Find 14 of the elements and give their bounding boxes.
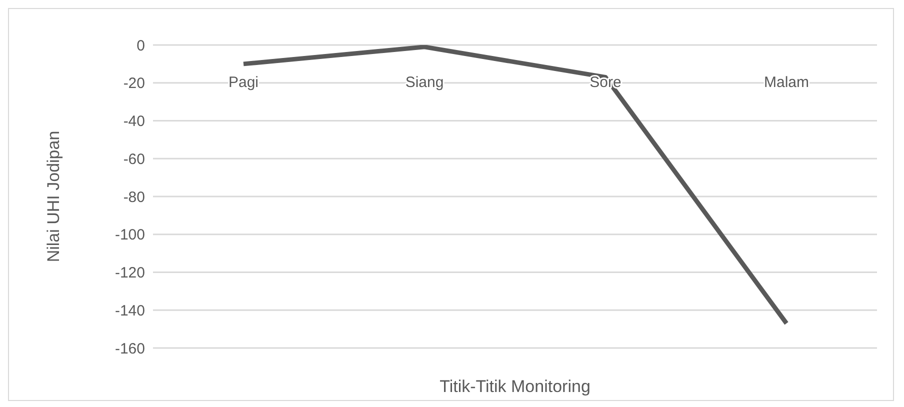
- y-tick-label: -140: [114, 302, 145, 320]
- x-tick-label: Siang: [405, 74, 444, 91]
- y-tick-label: -100: [114, 226, 145, 244]
- y-tick-label: -120: [114, 264, 145, 282]
- x-axis-title: Titik-Titik Monitoring: [440, 377, 590, 396]
- y-tick-label: -60: [123, 150, 145, 168]
- x-tick-label: Pagi: [228, 74, 259, 91]
- y-tick-label: -80: [123, 188, 145, 206]
- y-tick-label: -160: [114, 340, 145, 358]
- y-tick-label: 0: [136, 37, 145, 54]
- y-tick-label: -40: [123, 113, 145, 130]
- y-tick-label: -20: [123, 75, 145, 92]
- y-axis-title: Nilai UHI Jodipan: [44, 130, 64, 262]
- x-tick-label: Malam: [764, 74, 810, 91]
